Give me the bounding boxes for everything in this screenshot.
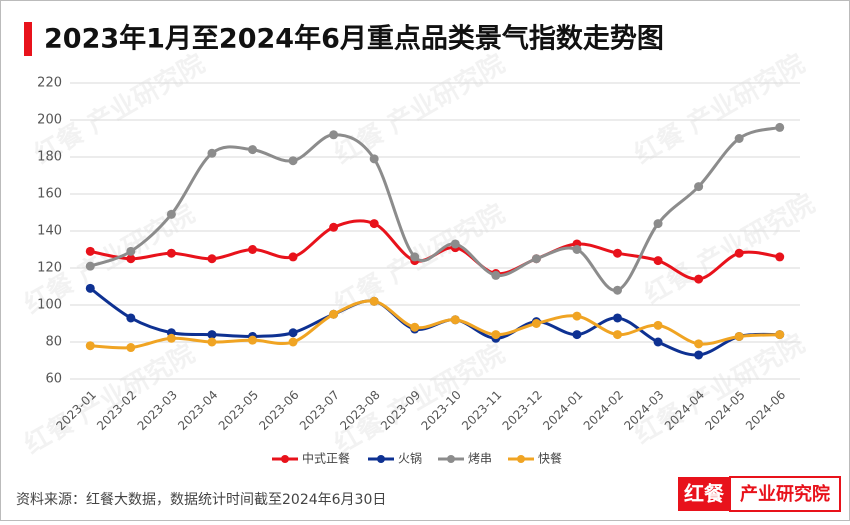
data-point [613,285,622,295]
data-point [166,333,176,343]
data-point [572,330,582,340]
data-point [613,330,622,340]
data-point [653,337,663,347]
y-tick-label: 220 [37,76,62,91]
data-point [491,270,501,280]
data-point [85,261,95,271]
logo-brand: 红餐 [684,482,725,506]
data-point [369,296,379,306]
y-tick-label: 100 [37,298,62,313]
legend-label: 火锅 [398,451,422,466]
data-point [248,245,257,254]
data-point [775,122,785,132]
y-tick-label: 140 [37,224,62,239]
data-point [410,252,420,262]
logo-box [678,477,730,511]
data-point [491,330,501,340]
data-point [775,252,785,262]
data-point [734,134,744,143]
data-point [126,254,136,264]
data-point [207,254,217,264]
data-point [85,283,95,293]
data-point [288,156,298,166]
data-point [166,209,176,219]
data-point [613,248,622,258]
data-point [126,343,136,353]
logo-name: 产业研究院 [740,483,830,505]
data-point [450,315,460,325]
data-point [694,350,704,360]
data-point [531,254,541,264]
y-tick-label: 200 [37,113,62,128]
data-point [207,148,217,158]
data-point [531,319,541,328]
data-point [734,331,744,341]
data-point [288,252,298,262]
y-tick-label: 80 [45,335,62,350]
data-point [572,311,582,321]
data-point [85,246,95,256]
legend-marker [377,455,385,463]
data-point [450,239,460,249]
data-point [694,182,704,192]
data-point [694,274,704,284]
data-point [85,341,95,351]
data-point [329,222,339,232]
data-point [329,309,339,319]
data-point [288,328,298,338]
data-point [653,256,663,266]
data-point [410,322,420,332]
data-point [248,145,257,155]
data-point [248,335,257,345]
chart-title: 2023年1月至2024年6月重点品类景气指数走势图 [44,23,664,55]
source-note: 资料来源：红餐大数据，数据统计时间截至2024年6月30日 [16,492,386,508]
data-point [653,320,663,330]
legend-marker [447,455,455,463]
title-bar [24,22,32,56]
legend-label: 快餐 [538,451,562,466]
data-point [207,330,217,340]
data-point [694,339,704,349]
legend-marker [517,455,525,463]
data-point [572,245,582,254]
legend-marker [281,455,289,463]
data-point [613,313,622,323]
data-point [369,154,379,164]
y-tick-label: 120 [37,261,62,276]
data-point [369,219,379,229]
data-point [166,248,176,258]
data-point [288,337,298,347]
data-point [653,219,663,229]
data-point [207,337,217,347]
data-point [329,130,339,140]
data-point [775,330,785,340]
legend-label: 烤串 [468,451,492,466]
logo-name-box [729,476,841,512]
legend-label: 中式正餐 [302,451,350,466]
data-point [734,248,744,258]
data-point [126,246,136,256]
y-tick-label: 60 [45,372,62,387]
data-point [126,313,136,323]
y-tick-label: 180 [37,150,62,165]
y-tick-label: 160 [37,187,62,202]
